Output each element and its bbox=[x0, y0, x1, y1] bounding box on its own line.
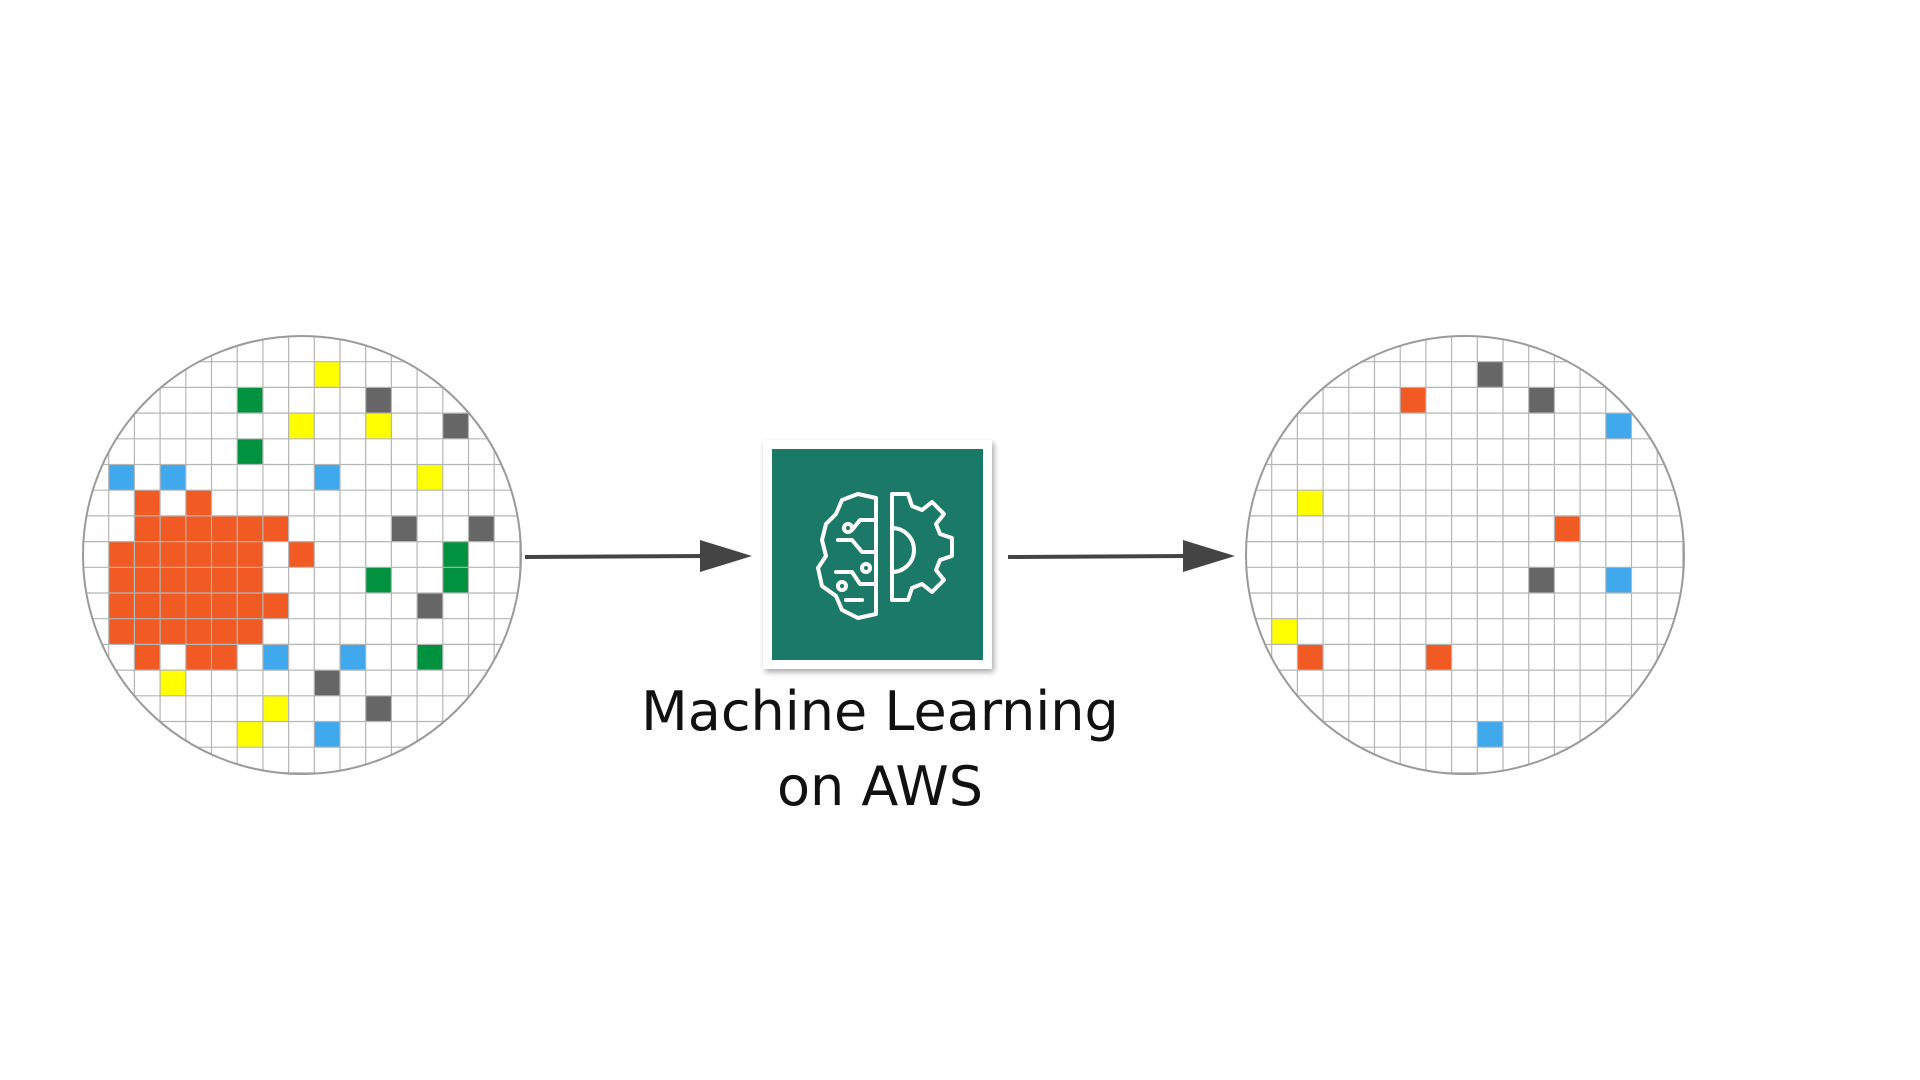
output-wafer-grid bbox=[1246, 336, 1684, 774]
wafer-cell-orange bbox=[262, 593, 289, 619]
wafer-cell-green bbox=[417, 644, 443, 671]
wafer-cell-gray bbox=[314, 670, 340, 696]
service-title-line1: Machine Learning bbox=[641, 680, 1119, 743]
wafer-cell-green bbox=[237, 438, 263, 465]
wafer-cell-orange bbox=[262, 515, 289, 542]
wafer-cell-orange bbox=[160, 515, 186, 542]
wafer-cell-orange bbox=[211, 515, 238, 542]
arrow-to-service bbox=[524, 540, 752, 572]
wafer-cell-gray bbox=[365, 387, 392, 414]
wafer-cell-orange bbox=[185, 490, 212, 516]
wafer-cell-orange bbox=[134, 567, 161, 593]
wafer-cell-orange bbox=[160, 618, 186, 645]
wafer-cell-orange bbox=[1425, 644, 1452, 671]
wafer-cell-orange bbox=[185, 644, 212, 671]
wafer-cell-yellow bbox=[262, 695, 289, 722]
wafer-cell-gray bbox=[1528, 387, 1555, 414]
wafer-cell-yellow bbox=[1297, 490, 1324, 516]
wafer-cell-orange bbox=[134, 644, 161, 671]
wafer-cell-orange bbox=[108, 593, 135, 619]
service-title-line2: on AWS bbox=[776, 755, 984, 818]
wafer-cell-gray bbox=[1477, 361, 1503, 388]
wafer-cell-orange bbox=[288, 541, 315, 568]
wafer-cell-gray bbox=[417, 593, 443, 619]
wafer-cell-green bbox=[442, 541, 469, 568]
wafer-cell-gray bbox=[468, 515, 495, 542]
ml-service-tile bbox=[763, 440, 992, 669]
wafer-cell-green bbox=[237, 387, 263, 414]
wafer-cell-orange bbox=[185, 567, 212, 593]
wafer-cell-orange bbox=[185, 541, 212, 568]
wafer-cell-yellow bbox=[365, 413, 392, 439]
input-wafer-outline bbox=[82, 335, 522, 775]
output-wafer-outline bbox=[1245, 335, 1685, 775]
wafer-cell-orange bbox=[237, 618, 263, 645]
wafer-cell-orange bbox=[211, 618, 238, 645]
wafer-cell-orange bbox=[211, 567, 238, 593]
wafer-cell-orange bbox=[134, 541, 161, 568]
wafer-cell-gray bbox=[1528, 567, 1555, 593]
wafer-cell-orange bbox=[237, 541, 263, 568]
wafer-cell-yellow bbox=[160, 670, 186, 696]
wafer-cell-blue bbox=[1605, 413, 1632, 439]
wafer-cell-yellow bbox=[288, 413, 315, 439]
wafer-cell-gray bbox=[391, 515, 418, 542]
wafer-cell-orange bbox=[237, 567, 263, 593]
wafer-cell-green bbox=[442, 567, 469, 593]
wafer-cell-orange bbox=[1297, 644, 1324, 671]
wafer-cell-gray bbox=[442, 413, 469, 439]
wafer-cell-yellow bbox=[1271, 618, 1298, 645]
input-wafer-cells bbox=[108, 361, 495, 748]
wafer-cell-orange bbox=[108, 618, 135, 645]
brain-gear-icon bbox=[816, 492, 954, 620]
wafer-cell-gray bbox=[365, 695, 392, 722]
wafer-cell-orange bbox=[1554, 515, 1581, 542]
wafer-cell-orange bbox=[134, 490, 161, 516]
output-wafer-cells bbox=[1271, 361, 1632, 748]
wafer-cell-orange bbox=[134, 618, 161, 645]
wafer-cell-orange bbox=[185, 618, 212, 645]
wafer-cell-orange bbox=[211, 541, 238, 568]
wafer-cell-yellow bbox=[237, 721, 263, 748]
wafer-cell-orange bbox=[160, 541, 186, 568]
wafer-cell-orange bbox=[211, 593, 238, 619]
wafer-cell-yellow bbox=[417, 464, 443, 491]
wafer-cell-orange bbox=[160, 567, 186, 593]
wafer-cell-orange bbox=[1400, 387, 1426, 414]
wafer-cell-orange bbox=[237, 515, 263, 542]
wafer-cell-orange bbox=[185, 593, 212, 619]
wafer-cell-orange bbox=[237, 593, 263, 619]
input-wafer bbox=[82, 335, 522, 775]
wafer-cell-blue bbox=[262, 644, 289, 671]
wafer-cell-green bbox=[365, 567, 392, 593]
wafer-cell-orange bbox=[134, 593, 161, 619]
wafer-cell-orange bbox=[160, 593, 186, 619]
wafer-cell-orange bbox=[185, 515, 212, 542]
wafer-cell-blue bbox=[160, 464, 186, 491]
wafer-cell-blue bbox=[1605, 567, 1632, 593]
wafer-cell-blue bbox=[340, 644, 366, 671]
wafer-cell-yellow bbox=[314, 361, 340, 388]
wafer-cell-orange bbox=[108, 541, 135, 568]
wafer-cell-blue bbox=[108, 464, 135, 491]
wafer-cell-orange bbox=[108, 567, 135, 593]
wafer-cell-blue bbox=[314, 464, 340, 491]
wafer-cell-orange bbox=[134, 515, 161, 542]
wafer-cell-blue bbox=[314, 721, 340, 748]
output-wafer bbox=[1245, 335, 1685, 775]
arrow-from-service bbox=[1007, 540, 1235, 572]
wafer-cell-blue bbox=[1477, 721, 1503, 748]
wafer-cell-orange bbox=[211, 644, 238, 671]
